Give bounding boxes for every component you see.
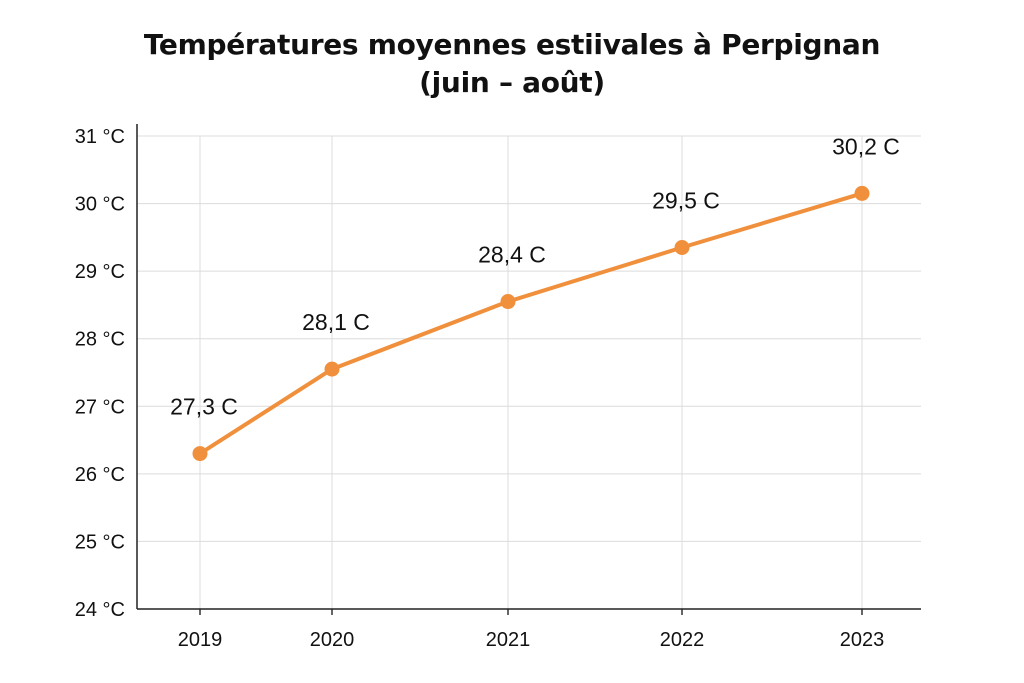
y-tick-label: 24 °C [75, 599, 125, 621]
data-point [192, 446, 208, 462]
x-tick-label: 2020 [310, 629, 355, 651]
y-tick-label: 29 °C [75, 261, 125, 283]
y-tick-label: 28 °C [75, 329, 125, 351]
y-tick-label: 30 °C [75, 194, 125, 216]
chart-title-line-1: Températures moyennes estiivales à Perpi… [143, 28, 881, 61]
x-tick-label: 2023 [840, 629, 885, 651]
chart-title-line-2: (juin – août) [419, 66, 605, 99]
data-label: 28,1 C [302, 309, 370, 335]
data-point [500, 294, 516, 310]
data-label: 29,5 C [652, 187, 720, 213]
x-tick-label: 2019 [178, 629, 223, 651]
y-tick-label: 31 °C [75, 126, 125, 148]
data-label: 27,3 C [170, 394, 238, 420]
data-point [324, 361, 340, 377]
x-tick-label: 2021 [486, 629, 531, 651]
x-tick-label: 2022 [660, 629, 705, 651]
y-tick-label: 25 °C [75, 531, 125, 553]
series-line [198, 191, 864, 456]
data-point [854, 185, 870, 201]
y-tick-label: 26 °C [75, 464, 125, 486]
data-point [674, 239, 690, 255]
y-tick-label: 27 °C [75, 396, 125, 418]
data-label: 28,4 C [478, 242, 546, 268]
chart-title: Températures moyennes estiivales à Perpi… [0, 26, 1024, 102]
data-label: 30,2 C [832, 133, 900, 159]
